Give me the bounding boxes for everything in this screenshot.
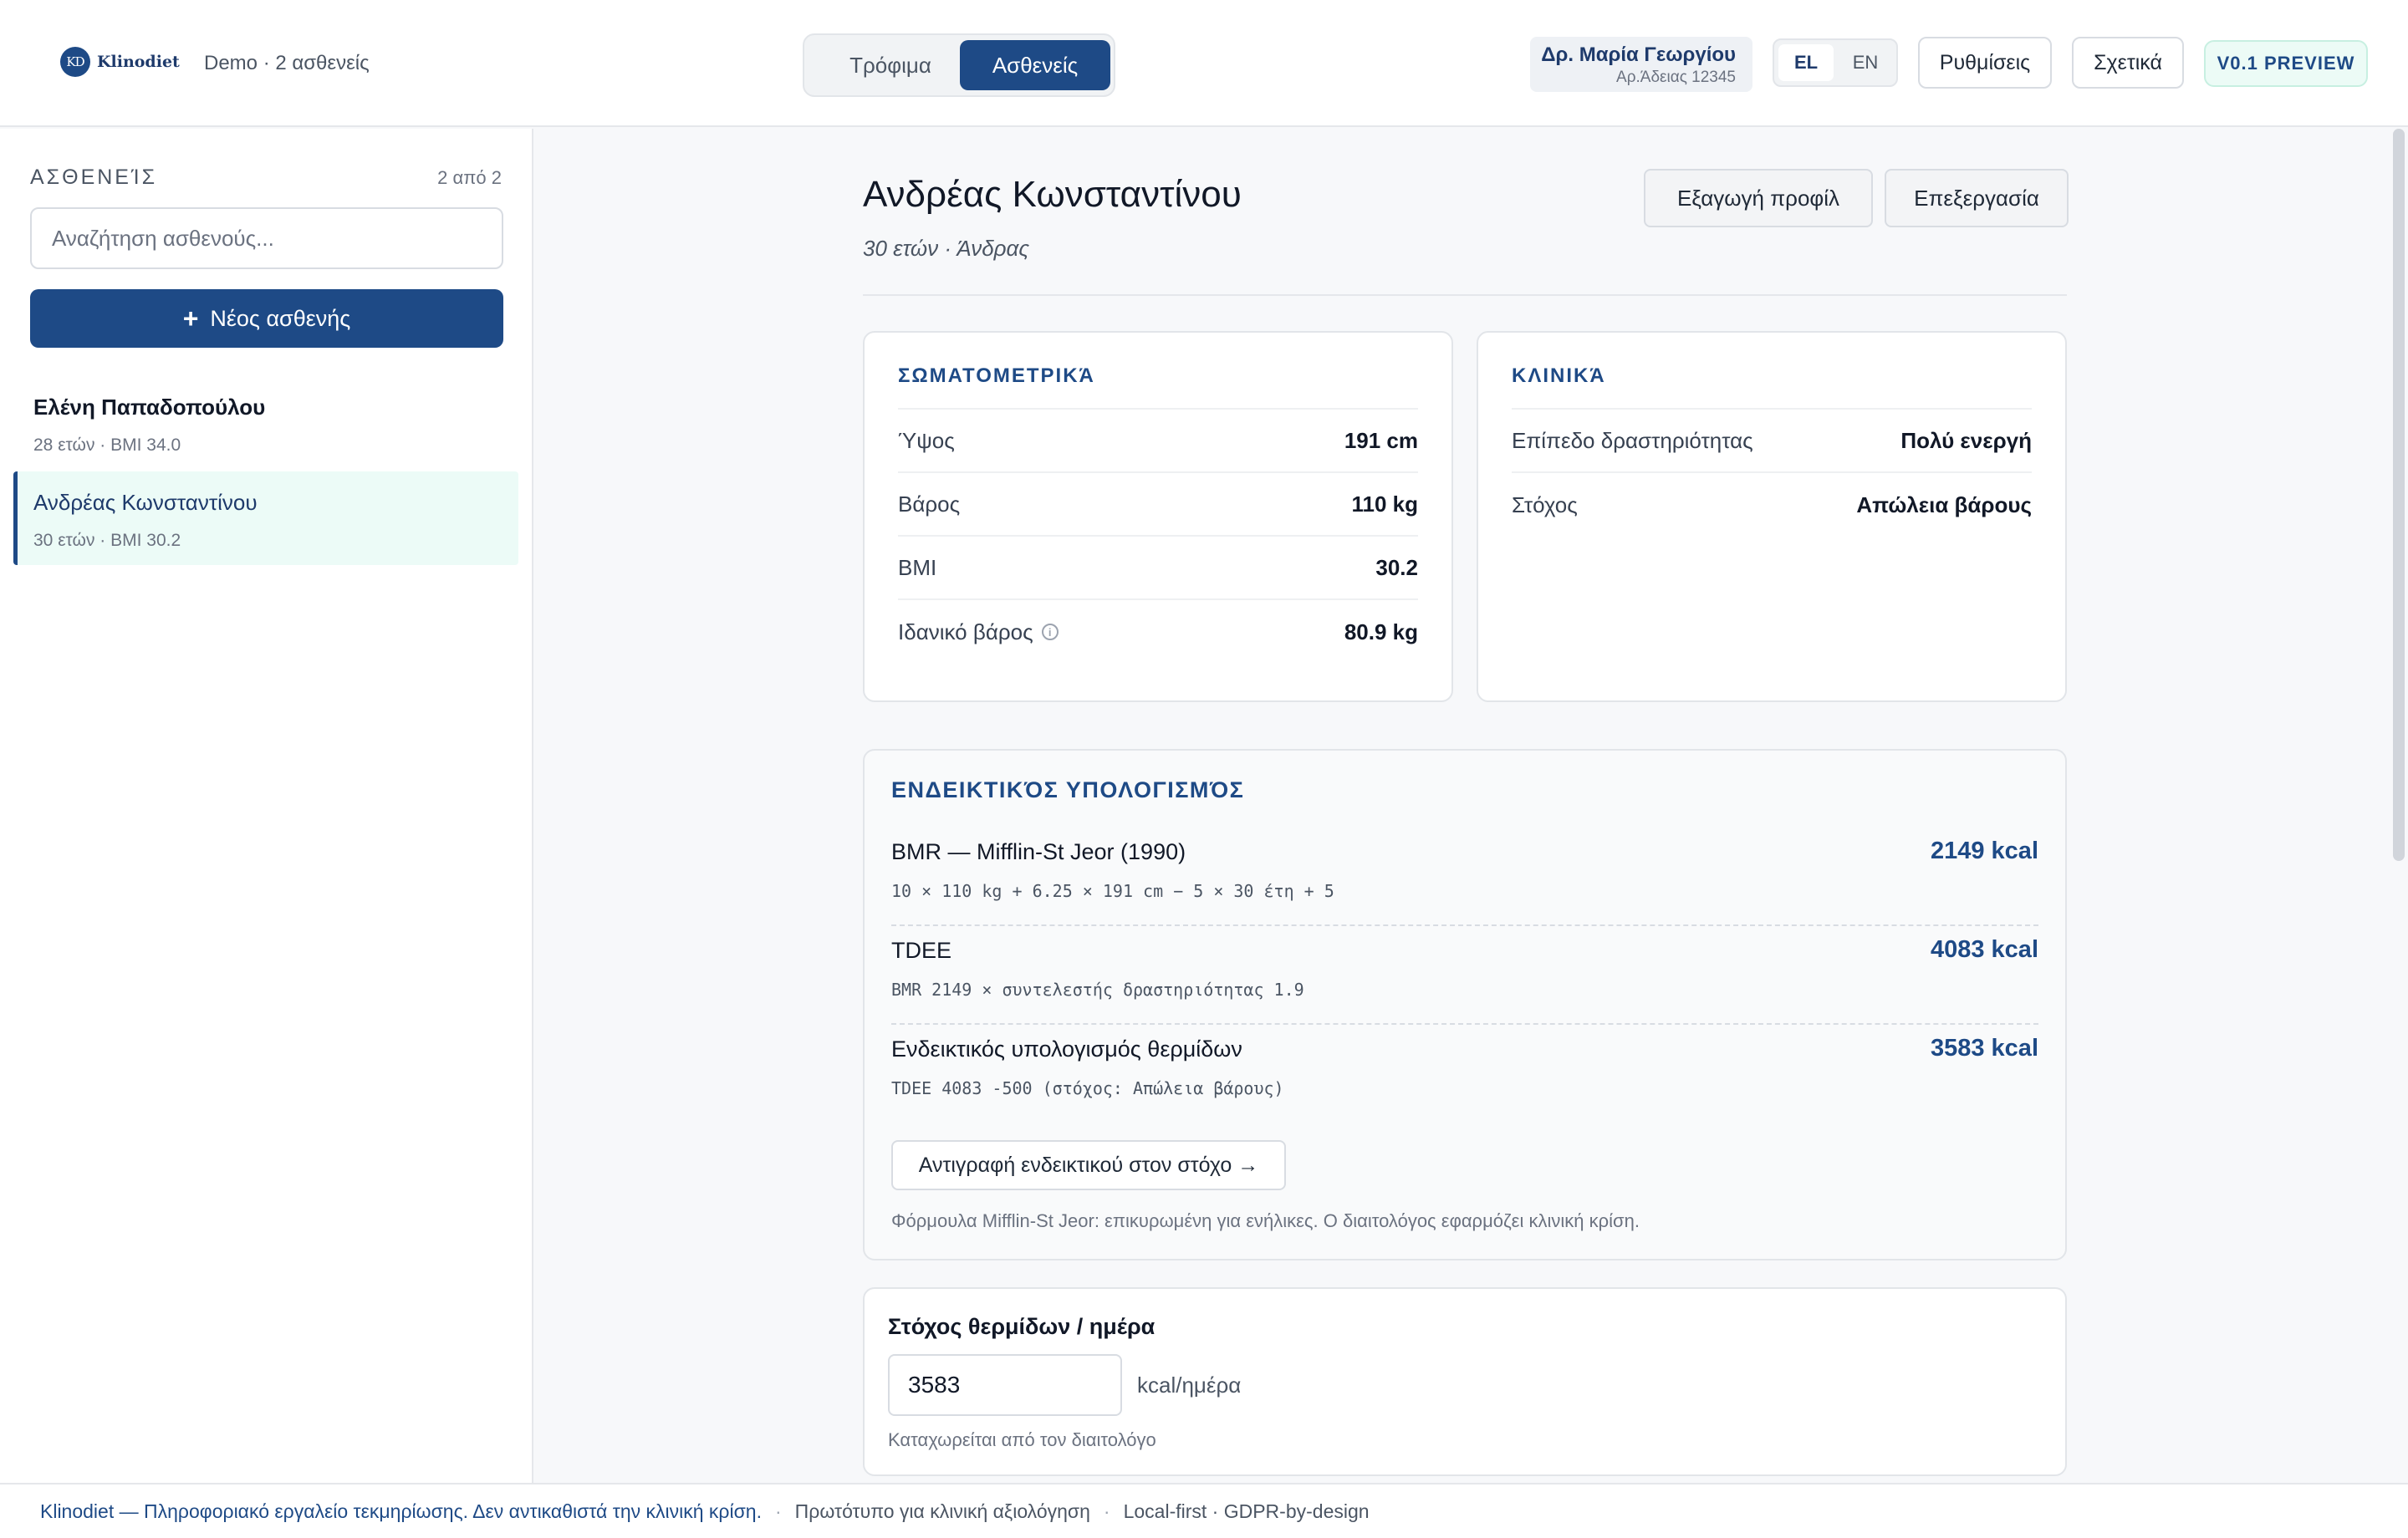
tdee-row: TDEE BMR 2149 × συντελεστής δραστηριότητ… bbox=[891, 926, 2038, 1025]
lang-el-button[interactable]: EL bbox=[1778, 44, 1834, 81]
calc-value: 3583 kcal bbox=[1930, 1035, 2038, 1062]
top-header: KD Klinodiet Demo · 2 ασθενείς Τρόφιμα Α… bbox=[0, 0, 2408, 127]
patients-sidebar: ΑΣΘΕΝΕΊΣ 2 από 2 + Νέος ασθενής Ελένη Πα… bbox=[0, 129, 533, 1483]
target-help: Καταχωρείται από τον διαιτολόγο bbox=[888, 1429, 1156, 1450]
doctor-license: Αρ.Άδειας 12345 bbox=[1616, 69, 1736, 86]
calc-formula: TDEE 4083 -500 (στόχος: Απώλεια βάρους) bbox=[891, 1078, 1284, 1098]
tab-patients[interactable]: Ασθενείς bbox=[960, 40, 1110, 90]
card-title: ΚΛΙΝΙΚΆ bbox=[1512, 364, 1606, 387]
ideal-weight-row: Ιδανικό βάρος i 80.9 kg bbox=[898, 600, 1418, 664]
demo-label: Demo · 2 ασθενείς bbox=[204, 52, 370, 74]
plus-icon: + bbox=[182, 303, 199, 334]
calc-name: TDEE bbox=[891, 938, 952, 963]
card-divider bbox=[898, 408, 1418, 410]
info-icon[interactable]: i bbox=[1041, 624, 1059, 640]
footer-local: Local-first · GDPR-by-design bbox=[1123, 1500, 1370, 1522]
row-label: Στόχος bbox=[1512, 491, 1578, 517]
clinical-card: ΚΛΙΝΙΚΆ Επίπεδο δραστηριότητας Πολύ ενερ… bbox=[1477, 331, 2067, 702]
bmi-row: BMI 30.2 bbox=[898, 537, 1418, 600]
row-value: 80.9 kg bbox=[1344, 619, 1418, 644]
formula-note: Φόρμουλα Mifflin-St Jeor: επικυρωμένη γι… bbox=[891, 1210, 1640, 1231]
activity-row: Επίπεδο δραστηριότητας Πολύ ενεργή bbox=[1512, 410, 2032, 473]
settings-button[interactable]: Ρυθμίσεις bbox=[1918, 37, 2052, 89]
sidebar-title: ΑΣΘΕΝΕΊΣ bbox=[30, 166, 158, 189]
tab-foods[interactable]: Τρόφιμα bbox=[811, 40, 970, 90]
doctor-name: Δρ. Μαρία Γεωργίου bbox=[1541, 43, 1736, 66]
height-row: Ύψος 191 cm bbox=[898, 410, 1418, 473]
calculation-card: ΕΝΔΕΙΚΤΙΚΌΣ ΥΠΟΛΟΓΙΣΜΌΣ BMR — Mifflin-St… bbox=[863, 749, 2067, 1260]
patient-name: Ελένη Παπαδοπούλου bbox=[33, 395, 266, 420]
calc-value: 4083 kcal bbox=[1930, 936, 2038, 963]
patient-list-item-selected[interactable]: Ανδρέας Κωνσταντίνου 30 ετών · BMI 30.2 bbox=[13, 471, 518, 565]
lang-en-button[interactable]: EN bbox=[1852, 52, 1879, 73]
row-label: Ιδανικό βάρος i bbox=[898, 619, 1059, 645]
card-title: ΕΝΔΕΙΚΤΙΚΌΣ ΥΠΟΛΟΓΙΣΜΌΣ bbox=[891, 777, 1245, 802]
about-button[interactable]: Σχετικά bbox=[2072, 37, 2184, 89]
header-divider bbox=[863, 294, 2067, 296]
row-value: 191 cm bbox=[1344, 427, 1418, 453]
card-divider bbox=[1512, 408, 2032, 410]
calc-formula: BMR 2149 × συντελεστής δραστηριότητας 1.… bbox=[891, 980, 1304, 1000]
target-unit: kcal/ημέρα bbox=[1137, 1372, 1242, 1398]
new-patient-button[interactable]: + Νέος ασθενής bbox=[30, 289, 503, 348]
patient-search-input[interactable] bbox=[30, 207, 503, 269]
language-switcher: EL EN bbox=[1773, 38, 1898, 87]
calc-formula: 10 × 110 kg + 6.25 × 191 cm − 5 × 30 έτη… bbox=[891, 881, 1334, 901]
row-value: 30.2 bbox=[1375, 554, 1418, 580]
goal-row: Στόχος Απώλεια βάρους bbox=[1512, 473, 2032, 537]
logo-text: Klinodiet bbox=[97, 53, 180, 71]
patient-subtitle: 30 ετών · Άνδρας bbox=[863, 236, 1029, 261]
export-profile-button[interactable]: Εξαγωγή προφίλ bbox=[1644, 169, 1873, 227]
calc-name: BMR — Mifflin-St Jeor (1990) bbox=[891, 839, 1186, 864]
version-badge: V0.1 PREVIEW bbox=[2204, 40, 2368, 87]
doctor-profile[interactable]: Δρ. Μαρία Γεωργίου Αρ.Άδειας 12345 bbox=[1530, 37, 1752, 92]
row-label: Επίπεδο δραστηριότητας bbox=[1512, 427, 1753, 453]
row-value: Πολύ ενεργή bbox=[1900, 427, 2032, 453]
ideal-weight-label: Ιδανικό βάρος bbox=[898, 619, 1033, 644]
view-toggle: Τρόφιμα Ασθενείς bbox=[803, 33, 1115, 97]
edit-button[interactable]: Επεξεργασία bbox=[1885, 169, 2069, 227]
anthropometrics-card: ΣΩΜΑΤΟΜΕΤΡΙΚΆ Ύψος 191 cm Βάρος 110 kg B… bbox=[863, 331, 1453, 702]
calc-name: Ενδεικτικός υπολογισμός θερμίδων bbox=[891, 1036, 1242, 1062]
calorie-target-card: Στόχος θερμίδων / ημέρα kcal/ημέρα Καταχ… bbox=[863, 1287, 2067, 1476]
calories-row: Ενδεικτικός υπολογισμός θερμίδων TDEE 40… bbox=[891, 1025, 2038, 1123]
sidebar-count: 2 από 2 bbox=[437, 167, 502, 188]
footer-separator: · bbox=[1103, 1500, 1110, 1522]
footer-prototype: Πρωτότυπο για κλινική αξιολόγηση bbox=[794, 1500, 1090, 1522]
logo-mark-icon: KD bbox=[60, 47, 90, 77]
new-patient-label: Νέος ασθενής bbox=[210, 305, 351, 331]
weight-row: Βάρος 110 kg bbox=[898, 473, 1418, 537]
calc-value: 2149 kcal bbox=[1930, 838, 2038, 864]
main-scrollbar[interactable] bbox=[2393, 129, 2405, 861]
calorie-target-input[interactable] bbox=[888, 1354, 1122, 1416]
patient-list-item[interactable]: Ελένη Παπαδοπούλου 28 ετών · BMI 34.0 bbox=[13, 376, 518, 470]
footer: Klinodiet — Πληροφοριακό εργαλείο τεκμηρ… bbox=[0, 1483, 2408, 1538]
footer-disclaimer: Klinodiet — Πληροφοριακό εργαλείο τεκμηρ… bbox=[40, 1500, 762, 1522]
patient-meta: 30 ετών · BMI 30.2 bbox=[33, 531, 181, 550]
patient-name: Ανδρέας Κωνσταντίνου bbox=[33, 490, 258, 515]
row-label: Βάρος bbox=[898, 491, 961, 517]
bmr-row: BMR — Mifflin-St Jeor (1990) 10 × 110 kg… bbox=[891, 828, 2038, 926]
row-value: 110 kg bbox=[1351, 491, 1418, 517]
row-label: Ύψος bbox=[898, 427, 955, 453]
patient-title: Ανδρέας Κωνσταντίνου bbox=[863, 174, 1242, 215]
row-label: BMI bbox=[898, 554, 937, 580]
footer-separator: · bbox=[774, 1500, 782, 1522]
copy-to-target-button[interactable]: Αντιγραφή ενδεικτικού στον στόχο → bbox=[891, 1140, 1286, 1190]
row-value: Απώλεια βάρους bbox=[1856, 491, 2032, 517]
app-logo[interactable]: KD Klinodiet bbox=[60, 47, 180, 77]
patient-meta: 28 ετών · BMI 34.0 bbox=[33, 435, 181, 455]
card-title: ΣΩΜΑΤΟΜΕΤΡΙΚΆ bbox=[898, 364, 1095, 387]
target-title: Στόχος θερμίδων / ημέρα bbox=[888, 1314, 1156, 1339]
